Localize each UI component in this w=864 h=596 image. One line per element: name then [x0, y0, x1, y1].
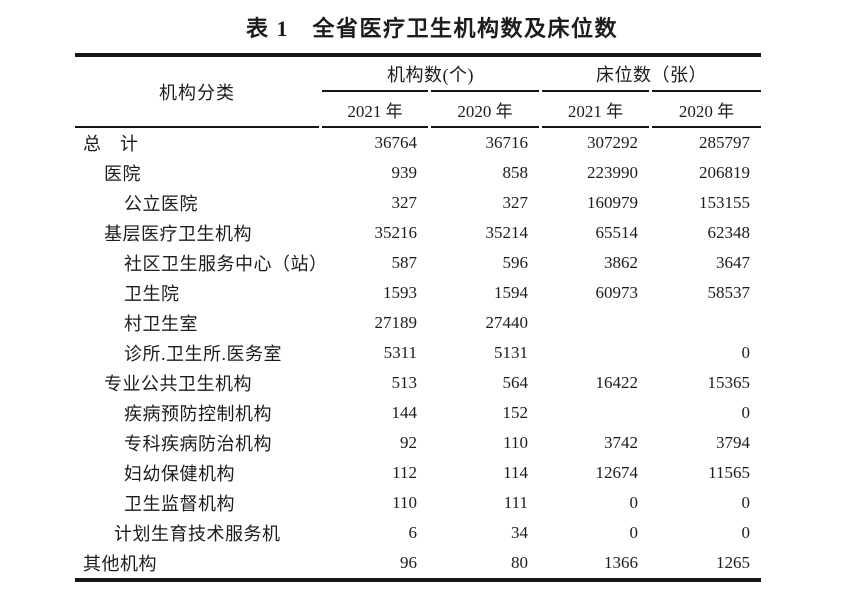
cell-value: 144 [391, 403, 418, 422]
row-label: 卫生监督机构 [124, 494, 235, 514]
cell-value: 327 [502, 193, 529, 212]
cell-value: 327 [391, 193, 418, 212]
row-label: 公立医院 [124, 194, 198, 214]
group-header-institutions: 机构数(个) [387, 64, 474, 85]
cell-value [542, 338, 649, 368]
cell-value: 5311 [383, 343, 417, 362]
header-rule-segment [322, 90, 428, 92]
cell-value: 58537 [707, 283, 751, 302]
year-header-institutions-2020: 2020 年 [457, 101, 513, 121]
cell-value: 858 [502, 163, 529, 182]
cell-value: 96 [400, 553, 417, 572]
cell-value: 3647 [716, 253, 750, 272]
cell-value: 36716 [485, 133, 529, 152]
cell-value: 160979 [587, 193, 638, 212]
cell-value: 3794 [716, 433, 750, 452]
header-rule-segment [652, 90, 761, 92]
row-label: 医院 [104, 164, 141, 184]
header-rule-segment [75, 126, 319, 128]
row-label: 村卫生室 [124, 314, 198, 334]
column-header-category: 机构分类 [159, 82, 235, 103]
row-label: 计划生育技术服务机 [114, 524, 281, 544]
cell-value: 285797 [699, 133, 750, 152]
cell-value: 110 [392, 493, 417, 512]
cell-value: 34 [511, 523, 528, 542]
cell-value: 153155 [699, 193, 750, 212]
cell-value: 1593 [383, 283, 417, 302]
cell-value: 65514 [595, 223, 639, 242]
cell-value: 0 [741, 343, 751, 362]
cell-value: 0 [629, 523, 639, 542]
cell-value: 3742 [604, 433, 638, 452]
row-label: 诊所.卫生所.医务室 [124, 344, 282, 364]
cell-value: 939 [391, 163, 418, 182]
cell-value: 35214 [485, 223, 529, 242]
cell-value: 513 [391, 373, 418, 392]
cell-value: 152 [502, 403, 529, 422]
cell-value: 206819 [699, 163, 750, 182]
cell-value: 12674 [595, 463, 639, 482]
row-label: 专科疾病防治机构 [124, 434, 272, 454]
header-rule-segment [431, 126, 539, 128]
cell-value: 35216 [374, 223, 418, 242]
row-label: 妇幼保健机构 [124, 464, 235, 484]
cell-value: 110 [503, 433, 528, 452]
cell-value: 27189 [374, 313, 418, 332]
cell-value: 112 [392, 463, 417, 482]
cell-value: 307292 [587, 133, 638, 152]
cell-value: 596 [502, 253, 529, 272]
row-label: 疾病预防控制机构 [124, 404, 272, 424]
cell-value [542, 398, 649, 428]
cell-value: 1265 [716, 553, 750, 572]
cell-value: 0 [629, 493, 639, 512]
row-label: 卫生院 [124, 284, 180, 304]
cell-value: 6 [408, 523, 418, 542]
group-header-beds: 床位数（张） [596, 64, 707, 85]
cell-value [542, 308, 649, 338]
cell-value: 223990 [587, 163, 638, 182]
cell-value: 1594 [494, 283, 528, 302]
year-header-beds-2021: 2021 年 [567, 101, 624, 121]
table-title: 表 1 全省医疗卫生机构数及床位数 [245, 16, 618, 41]
cell-value: 80 [511, 553, 528, 572]
cell-value [652, 308, 761, 338]
cell-value: 587 [391, 253, 418, 272]
cell-value: 3862 [604, 253, 638, 272]
cell-value: 27440 [485, 313, 529, 332]
cell-value: 0 [741, 523, 751, 542]
cell-value: 5131 [494, 343, 528, 362]
row-label: 总 计 [83, 134, 139, 154]
year-header-institutions-2021: 2021 年 [347, 101, 403, 121]
cell-value: 60973 [595, 283, 639, 302]
cell-value: 111 [503, 493, 528, 512]
header-rule-segment [431, 90, 539, 92]
cell-value: 0 [741, 493, 751, 512]
row-label: 基层医疗卫生机构 [104, 224, 252, 244]
cell-value: 11565 [708, 463, 750, 482]
header-rule-segment [542, 126, 649, 128]
cell-value: 16422 [595, 373, 639, 392]
header-rule-segment [322, 126, 428, 128]
cell-value: 1366 [604, 553, 638, 572]
cell-value: 0 [741, 403, 751, 422]
cell-value: 114 [503, 463, 528, 482]
row-label: 其他机构 [83, 554, 157, 574]
cell-value: 62348 [707, 223, 751, 242]
row-label: 社区卫生服务中心（站） [124, 254, 328, 274]
row-label: 专业公共卫生机构 [104, 374, 252, 394]
year-header-beds-2020: 2020 年 [678, 101, 735, 121]
cell-value: 15365 [707, 373, 751, 392]
header-rule-segment [652, 126, 761, 128]
table-grid: 机构分类 机构数(个) 床位数（张） 2021 年 2020 年 2021 年 … [75, 57, 761, 578]
cell-value: 92 [400, 433, 417, 452]
cell-value: 36764 [374, 133, 418, 152]
statistics-table: 机构分类 机构数(个) 床位数（张） 2021 年 2020 年 2021 年 … [75, 53, 761, 582]
cell-value: 564 [502, 373, 529, 392]
header-rule-segment [542, 90, 649, 92]
